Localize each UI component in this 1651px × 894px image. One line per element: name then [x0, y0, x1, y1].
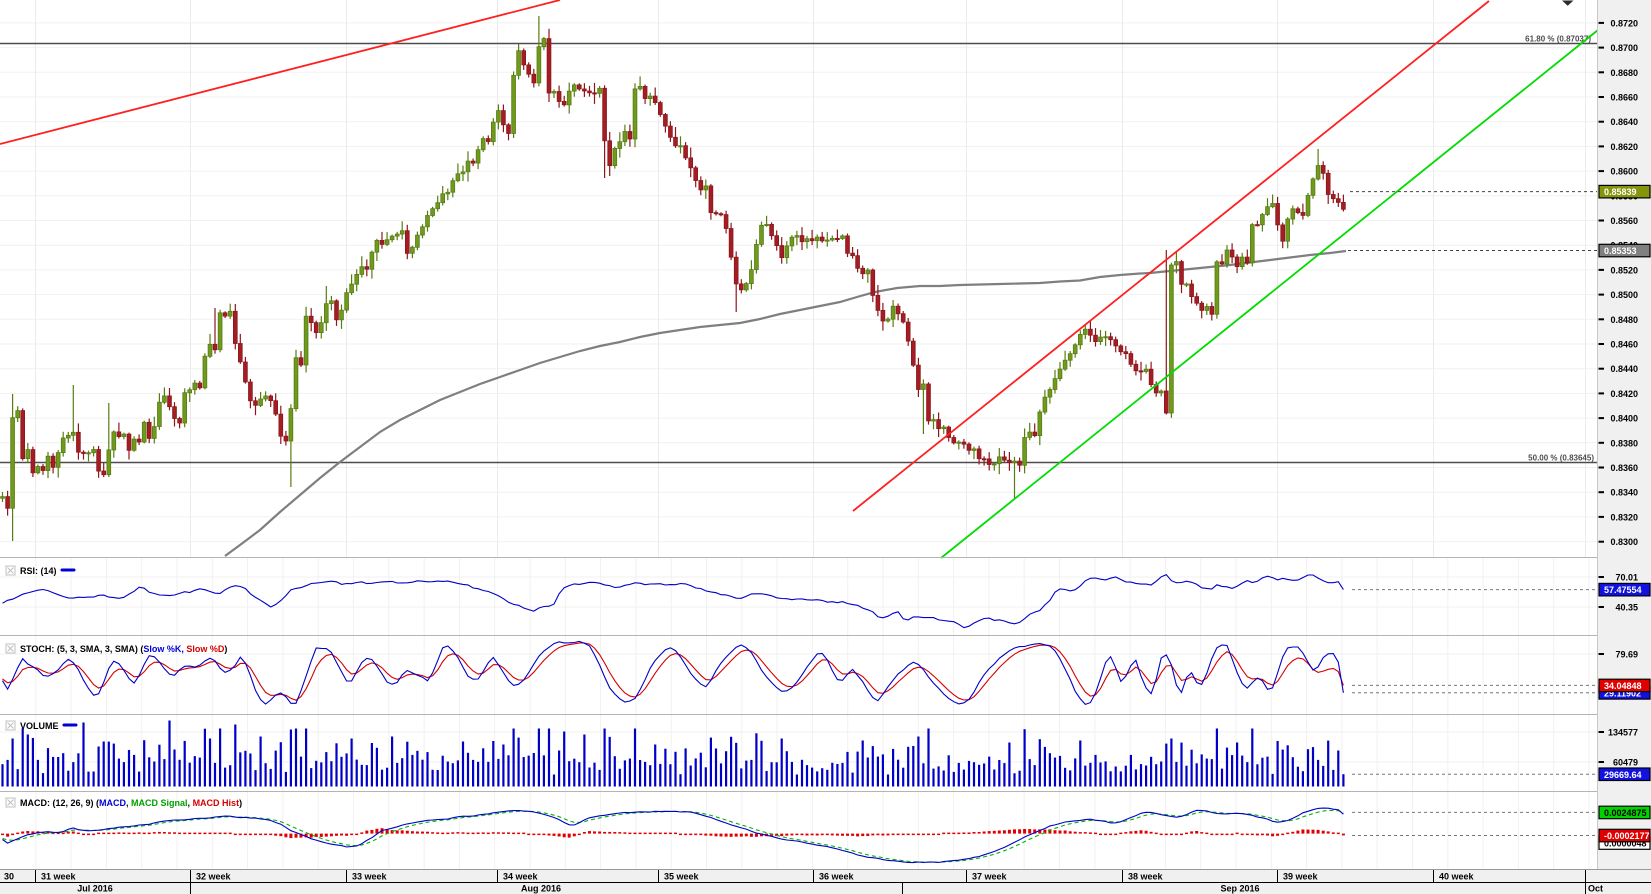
svg-text:37 week: 37 week	[972, 872, 1008, 882]
svg-text:STOCH: (5, 3, SMA, 3, SMA) (Sl: STOCH: (5, 3, SMA, 3, SMA) (Slow %K, Slo…	[20, 644, 227, 654]
svg-text:0.8640: 0.8640	[1610, 117, 1638, 127]
svg-text:39 week: 39 week	[1283, 872, 1319, 882]
svg-text:0.0000048: 0.0000048	[1604, 839, 1647, 849]
svg-text:40 week: 40 week	[1439, 872, 1475, 882]
svg-text:134577: 134577	[1608, 728, 1638, 738]
svg-text:70.01: 70.01	[1615, 573, 1638, 583]
svg-text:36 week: 36 week	[819, 872, 855, 882]
svg-text:35 week: 35 week	[664, 872, 700, 882]
svg-text:31 week: 31 week	[41, 872, 77, 882]
svg-text:0.8340: 0.8340	[1610, 488, 1638, 498]
svg-text:0.8660: 0.8660	[1610, 93, 1638, 103]
svg-text:RSI: (14): RSI: (14)	[20, 566, 57, 576]
svg-text:MACD: (12, 26, 9) (MACD, MACD: MACD: (12, 26, 9) (MACD, MACD Signal, MA…	[20, 798, 242, 808]
svg-text:0.8620: 0.8620	[1610, 142, 1638, 152]
svg-text:60479: 60479	[1613, 758, 1638, 768]
svg-text:34 week: 34 week	[503, 872, 539, 882]
svg-text:29.11902: 29.11902	[1604, 688, 1641, 698]
svg-text:Jul 2016: Jul 2016	[77, 884, 113, 894]
svg-text:29669.64: 29669.64	[1604, 770, 1642, 780]
svg-text:0.8520: 0.8520	[1610, 265, 1638, 275]
svg-text:Aug 2016: Aug 2016	[521, 884, 561, 894]
svg-text:33 week: 33 week	[352, 872, 388, 882]
svg-text:0.8360: 0.8360	[1610, 463, 1638, 473]
svg-text:-0.0002177: -0.0002177	[1604, 831, 1650, 841]
svg-text:50.00 % (0.83645): 50.00 % (0.83645)	[1528, 454, 1594, 463]
svg-text:0.8680: 0.8680	[1610, 68, 1638, 78]
svg-text:VOLUME: VOLUME	[20, 721, 59, 731]
svg-text:0.85353: 0.85353	[1604, 246, 1637, 256]
svg-text:30: 30	[4, 872, 14, 882]
svg-text:34.04848: 34.04848	[1604, 681, 1642, 691]
svg-text:0.8460: 0.8460	[1610, 340, 1638, 350]
svg-text:0.8400: 0.8400	[1610, 414, 1638, 424]
svg-text:0.8300: 0.8300	[1610, 537, 1638, 547]
svg-text:79.69: 79.69	[1615, 650, 1638, 660]
svg-text:57.47554: 57.47554	[1604, 585, 1642, 595]
svg-text:0.8480: 0.8480	[1610, 315, 1638, 325]
svg-text:0.85839: 0.85839	[1604, 187, 1637, 197]
svg-text:Oct: Oct	[1588, 884, 1603, 894]
svg-text:61.80 % (0.87037): 61.80 % (0.87037)	[1525, 35, 1591, 44]
svg-text:0.8320: 0.8320	[1610, 512, 1638, 522]
svg-text:32 week: 32 week	[196, 872, 232, 882]
svg-text:0.8600: 0.8600	[1610, 167, 1638, 177]
svg-text:38 week: 38 week	[1128, 872, 1164, 882]
svg-text:0.8420: 0.8420	[1610, 389, 1638, 399]
svg-text:40.35: 40.35	[1615, 603, 1638, 613]
svg-text:0.8380: 0.8380	[1610, 438, 1638, 448]
svg-text:Sep 2016: Sep 2016	[1220, 884, 1259, 894]
svg-text:0.8560: 0.8560	[1610, 216, 1638, 226]
svg-text:0.8440: 0.8440	[1610, 364, 1638, 374]
svg-text:0.0024875: 0.0024875	[1604, 808, 1647, 818]
svg-text:0.8500: 0.8500	[1610, 290, 1638, 300]
svg-text:0.8700: 0.8700	[1610, 43, 1638, 53]
svg-text:0.8720: 0.8720	[1610, 18, 1638, 28]
